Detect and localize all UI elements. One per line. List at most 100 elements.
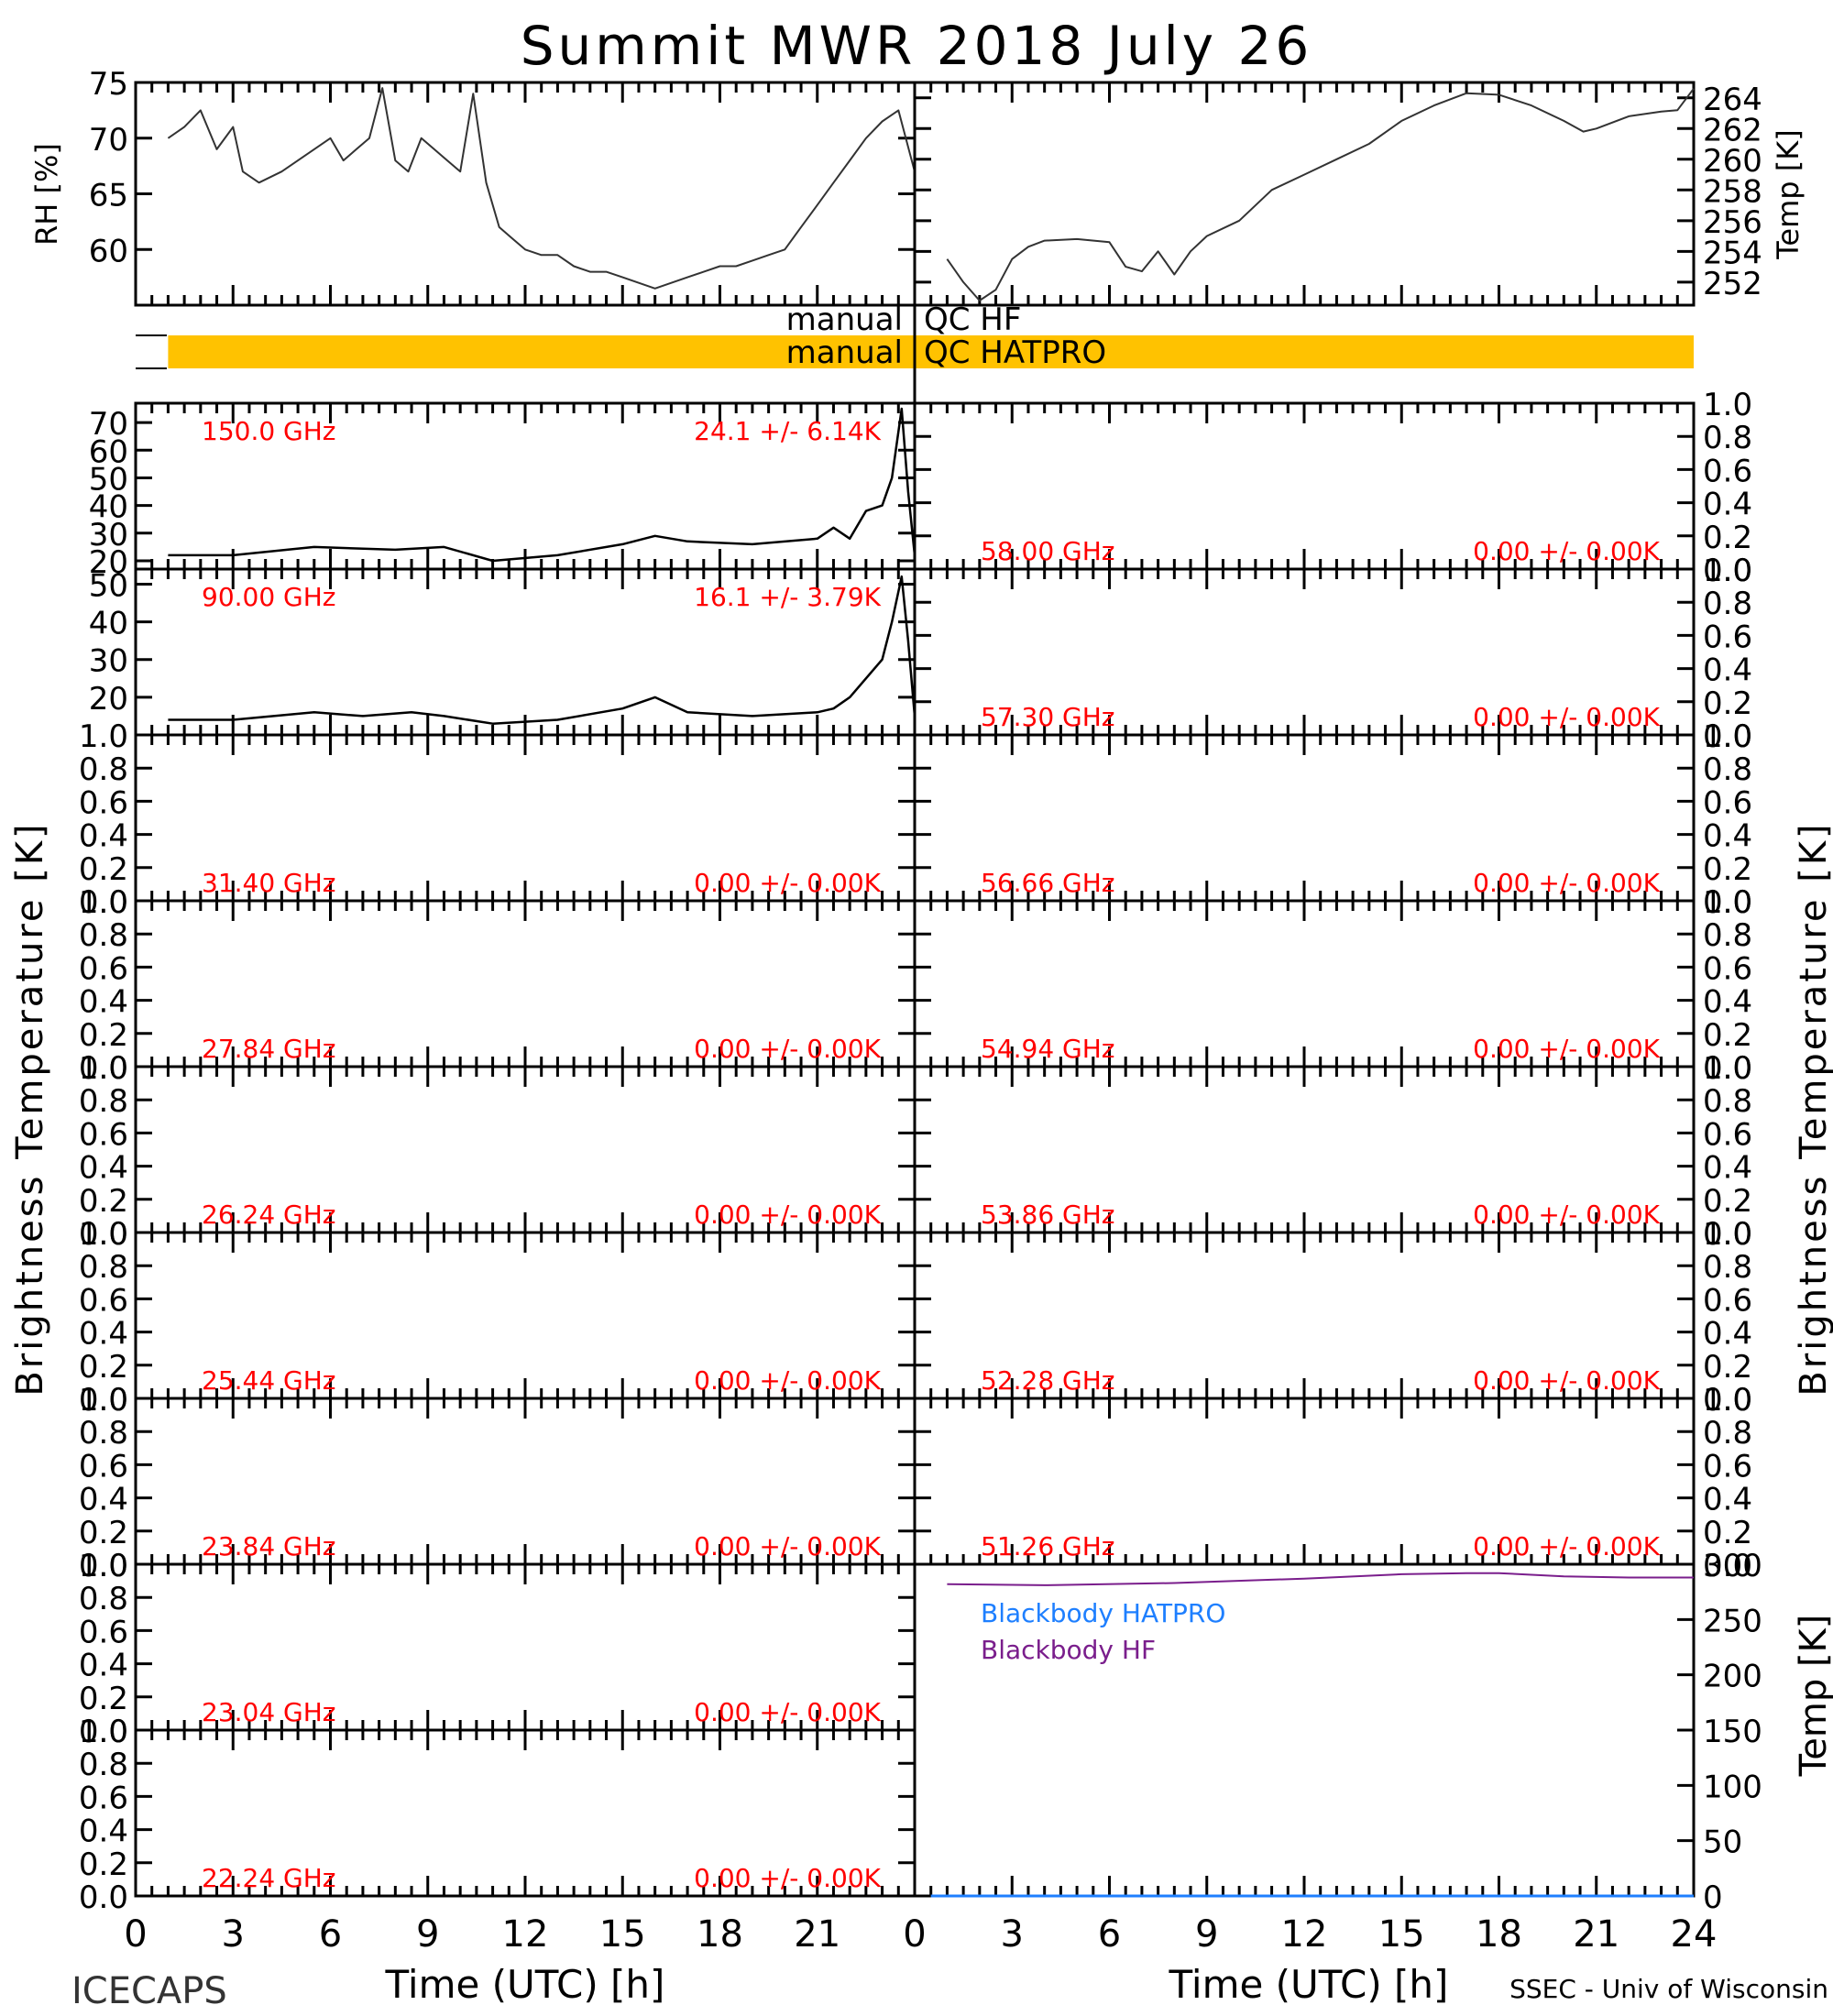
y-tick-label: 0.4 [79,1648,128,1684]
y-tick-label: 30 [89,517,128,553]
qc-hatpro-bar [168,335,1695,368]
y-tick-label: 0.6 [79,1448,128,1485]
side-label-left: Brightness Temperature [K] [9,821,51,1396]
y-tick-label: 1.0 [1703,553,1752,589]
channel-stats: 16.1 +/- 3.79K [694,582,881,612]
y-tick-label: 1.0 [1703,1050,1752,1087]
y-tick-label: 0.6 [79,784,128,821]
rh-panel-frame [134,81,916,307]
y-tick-label: 200 [1703,1659,1762,1695]
y-tick-label: 0 [1703,1879,1723,1916]
channel-stats: 0.00 +/- 0.00K [1473,702,1660,732]
y-tick-label: 0.0 [79,1714,128,1750]
series-line [168,575,916,725]
x-tick-label: 21 [1573,1913,1619,1956]
y-tick-label: 1.0 [1703,387,1752,423]
channel-stats: 24.1 +/- 6.14K [694,416,881,446]
y-tick-label: 50 [89,567,128,604]
y-tick-label: 262 [1703,112,1762,148]
channel-stats: 0.00 +/- 0.00K [1473,1034,1660,1064]
channel-label: 150.0 GHz [202,416,336,446]
y-tick-label: 30 [89,643,128,680]
x-tick-label: 24 [1671,1913,1718,1956]
y-tick-label: 0.2 [79,1183,128,1220]
blackbody-hf-line [947,1572,1694,1586]
y-tick-label: 0.0 [1703,1216,1752,1253]
y-tick-label: 0.0 [1703,553,1752,589]
y-tick-label: 0.8 [1703,420,1752,456]
footer-icecaps: ICECAPS [71,1970,227,2012]
channel-stats: 0.00 +/- 0.00K [1473,868,1660,898]
y-tick-label: 0.2 [1703,1017,1752,1054]
y-tick-label: 0.4 [1703,1482,1752,1518]
y-tick-label: 260 [1703,143,1762,180]
y-tick-label: 65 [89,178,128,214]
channel-label: 25.44 GHz [202,1365,336,1396]
channel-label: 52.28 GHz [981,1365,1115,1396]
y-tick-label: 1.0 [79,1548,128,1584]
x-tick-label: 0 [124,1913,147,1956]
channel-stats: 0.00 +/- 0.00K [694,1697,881,1727]
legend-blackbody-hatpro: Blackbody HATPRO [981,1598,1225,1628]
y-tick-label: 0.2 [1703,1183,1752,1220]
y-tick-label: 300 [1703,1548,1762,1584]
x-tick-label: 0 [903,1913,926,1956]
y-tick-label: 0.8 [1703,1249,1752,1286]
y-tick-label: 250 [1703,1603,1762,1639]
channel-stats: 0.00 +/- 0.00K [1473,1365,1660,1396]
rh-axis-label: RH [%] [29,143,64,246]
y-tick-label: 0.6 [79,1780,128,1816]
y-tick-label: 0.4 [79,1316,128,1353]
x-tick-label: 6 [1098,1913,1121,1956]
channel-stats: 0.00 +/- 0.00K [694,1863,881,1893]
x-tick-label: 12 [1281,1913,1328,1956]
channel-label: 51.26 GHz [981,1531,1115,1561]
y-tick-label: 252 [1703,266,1762,302]
y-tick-label: 0.8 [1703,1415,1752,1452]
y-tick-label: 1.0 [1703,1216,1752,1253]
y-tick-label: 20 [89,544,128,581]
y-tick-label: 0.8 [79,1581,128,1617]
y-tick-label: 0.0 [1703,884,1752,921]
y-tick-label: 0.4 [1703,652,1752,689]
x-tick-label: 9 [1195,1913,1218,1956]
y-tick-label: 1.0 [1703,884,1752,921]
channel-label: 58.00 GHz [981,536,1115,566]
channel-stats: 0.00 +/- 0.00K [1473,536,1660,566]
y-tick-label: 0.8 [1703,751,1752,788]
channel-label: 31.40 GHz [202,868,336,898]
y-tick-label: 75 [89,66,128,103]
rh-line [167,87,916,290]
y-tick-label: 258 [1703,173,1762,210]
y-tick-label: 0.0 [79,1548,128,1584]
qc-hatpro-label-right: QC HATPRO [924,334,1106,371]
y-tick-label: 0.4 [79,1482,128,1518]
qc-hf-label-left: manual [786,301,903,338]
y-tick-label: 0.6 [1703,950,1752,987]
y-tick-label: 0.0 [1703,718,1752,755]
y-tick-label: 0.0 [1703,1548,1752,1584]
y-tick-label: 0.0 [1703,1382,1752,1419]
y-tick-label: 1.0 [79,718,128,755]
x-axis-label-left: Time (UTC) [h] [385,1962,665,2007]
channel-stats: 0.00 +/- 0.00K [694,1034,881,1064]
y-tick-label: 254 [1703,235,1762,271]
y-tick-label: 70 [89,406,128,443]
channel-stats: 0.00 +/- 0.00K [694,1365,881,1396]
x-tick-label: 15 [1378,1913,1425,1956]
channel-stats: 0.00 +/- 0.00K [694,1200,881,1230]
y-tick-label: 70 [89,122,128,159]
y-tick-label: 0.4 [1703,487,1752,523]
y-tick-label: 0.6 [79,950,128,987]
y-tick-label: 1.0 [79,1216,128,1253]
y-tick-label: 0.2 [79,1846,128,1883]
y-tick-label: 0.2 [79,1017,128,1054]
x-tick-label: 18 [697,1913,743,1956]
y-tick-label: 0.6 [1703,784,1752,821]
y-tick-label: 1.0 [1703,718,1752,755]
x-tick-label: 3 [1001,1913,1024,1956]
y-tick-label: 0.6 [1703,619,1752,655]
chart-title: Summit MWR 2018 July 26 [521,15,1313,77]
y-tick-label: 0.2 [79,1349,128,1386]
